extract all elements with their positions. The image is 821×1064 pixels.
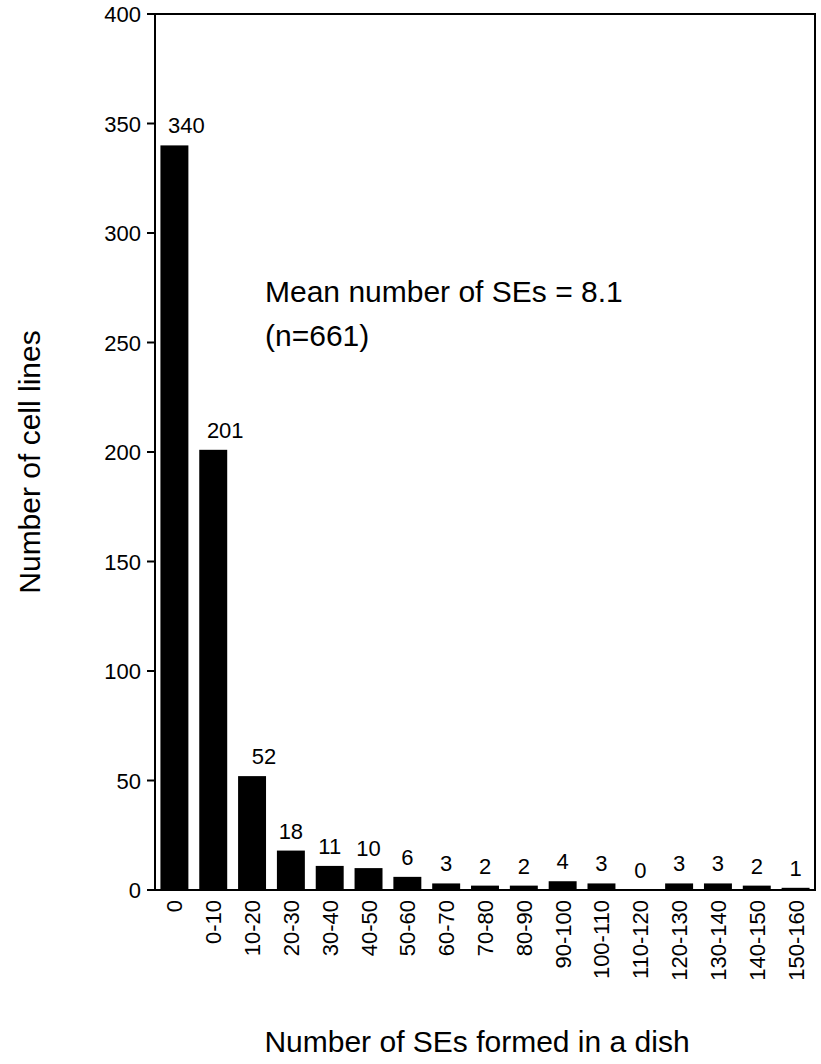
y-tick-label: 250: [104, 331, 141, 356]
data-label: 2: [751, 854, 763, 879]
data-label: 2: [518, 854, 530, 879]
data-label: 4: [557, 849, 569, 874]
data-label: 3: [440, 851, 452, 876]
y-axis-label: Number of cell lines: [13, 330, 46, 593]
bar: [160, 145, 188, 890]
y-tick-label: 200: [104, 440, 141, 465]
y-tick-label: 0: [129, 878, 141, 903]
x-tick-label: 130-140: [706, 900, 731, 981]
data-label: 52: [252, 744, 276, 769]
x-tick-label: 40-50: [357, 900, 382, 956]
bars: [160, 145, 809, 890]
data-label: 6: [401, 845, 413, 870]
y-tick: [147, 451, 155, 453]
x-tick-label: 10-20: [240, 900, 265, 956]
y-tick: [147, 13, 155, 15]
y-tick: [147, 123, 155, 125]
x-tick-label: 0-10: [201, 900, 226, 944]
y-tick-label: 350: [104, 112, 141, 137]
data-label: 18: [279, 819, 303, 844]
y-tick: [147, 670, 155, 672]
y-tick: [147, 232, 155, 234]
x-tick-label: 60-70: [434, 900, 459, 956]
data-label: 10: [356, 836, 380, 861]
data-label: 340: [168, 113, 205, 138]
data-label: 1: [789, 856, 801, 881]
bar: [199, 450, 227, 890]
x-tick-label: 110-120: [628, 900, 653, 979]
data-label: 3: [712, 851, 724, 876]
y-tick-label: 50: [117, 769, 141, 794]
x-tick-label: 140-150: [745, 900, 770, 981]
y-tick-label: 400: [104, 2, 141, 27]
data-label: 0: [634, 858, 646, 883]
data-label: 3: [673, 851, 685, 876]
x-tick-label: 30-40: [318, 900, 343, 956]
chart: 05010015020025030035040000-1010-2020-303…: [0, 0, 821, 1064]
data-label: 11: [318, 834, 341, 859]
y-tick-label: 100: [104, 659, 141, 684]
y-tick: [147, 889, 155, 891]
y-tick: [147, 561, 155, 563]
annotation: (n=661): [265, 319, 369, 352]
bar: [238, 776, 266, 890]
bar: [277, 851, 305, 890]
plot-frame: [155, 14, 815, 890]
annotation: Mean number of SEs = 8.1: [265, 275, 623, 308]
data-label: 3: [595, 851, 607, 876]
x-tick-label: 120-130: [667, 900, 692, 981]
x-tick-label: 150-160: [784, 900, 809, 981]
bar: [355, 868, 383, 890]
y-tick-label: 150: [104, 550, 141, 575]
bar: [549, 881, 577, 890]
x-tick-label: 90-100: [551, 900, 576, 969]
data-label: 201: [207, 418, 244, 443]
x-tick-label: 20-30: [279, 900, 304, 956]
x-tick-label: 80-90: [512, 900, 537, 956]
x-tick-label: 100-110: [589, 900, 614, 979]
y-tick-label: 300: [104, 221, 141, 246]
x-tick-label: 70-80: [473, 900, 498, 956]
bar: [316, 866, 344, 890]
data-label: 2: [479, 854, 491, 879]
bar: [393, 877, 421, 890]
y-tick: [147, 780, 155, 782]
x-axis-label: Number of SEs formed in a dish: [264, 1025, 689, 1058]
y-tick: [147, 342, 155, 344]
x-tick-label: 0: [162, 900, 187, 912]
x-tick-label: 50-60: [395, 900, 420, 956]
